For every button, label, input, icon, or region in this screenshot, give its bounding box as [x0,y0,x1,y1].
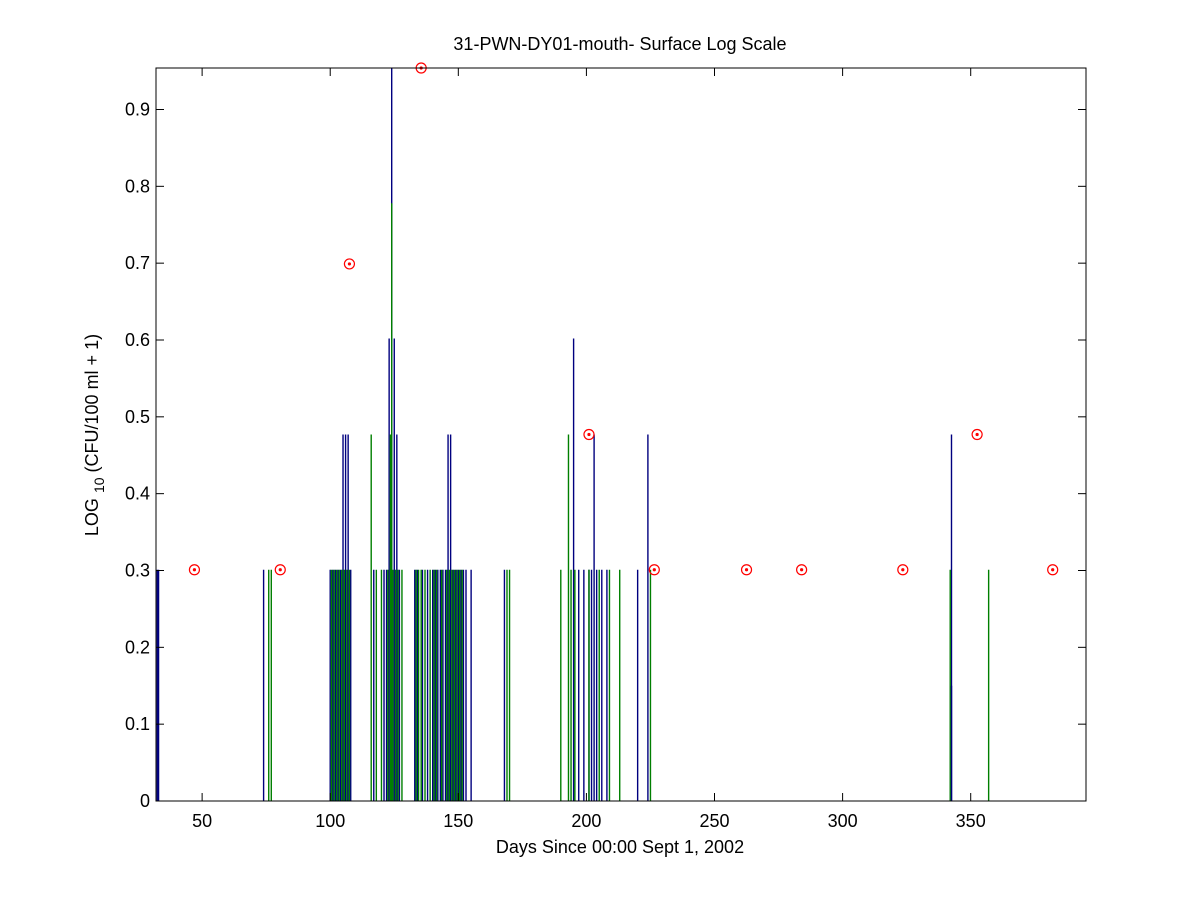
y-axis-title: LOG 10 (CFU/100 ml + 1) [82,334,108,536]
bars-layer [156,68,990,801]
marker-ring-9 [971,428,983,441]
x-tick-label-3: 200 [571,811,601,831]
x-tick-label-4: 250 [699,811,729,831]
y-tick-label-2: 0.2 [125,637,150,657]
y-tick-label-9: 0.9 [125,99,150,119]
marker-ring-10 [1047,564,1059,576]
y-axis-title-subscript: 10 [91,477,107,493]
marker-dot-10 [1051,568,1055,572]
x-tick-label-5: 300 [828,811,858,831]
plot-area-frame [155,67,1087,802]
marker-point-4 [583,428,595,441]
marker-ring-4 [583,428,595,441]
x-tick-label-6: 350 [956,811,986,831]
y-tick-label-7: 0.7 [125,253,150,273]
marker-dot-6 [744,568,749,572]
marker-dot-2 [347,262,352,266]
marker-dot-7 [800,568,804,572]
marker-ring-0 [188,564,201,576]
marker-dot-0 [192,568,197,572]
marker-dot-8 [901,568,905,572]
markers-layer [188,62,1059,576]
marker-dot-9 [975,432,979,437]
y-axis-title-suffix: (CFU/100 ml + 1) [82,334,102,473]
y-tick-label-0: 0 [140,791,150,811]
marker-ring-5 [648,564,660,576]
y-tick-label-1: 0.1 [125,714,150,734]
marker-point-7 [796,564,808,576]
y-tick-label-4: 0.4 [125,484,150,504]
marker-ring-2 [343,258,356,270]
marker-point-2 [343,258,356,270]
marker-dot-4 [587,432,591,437]
marker-point-1 [274,564,286,576]
y-tick-label-6: 0.6 [125,330,150,350]
chart-title: 31-PWN-DY01-mouth- Surface Log Scale [453,34,786,54]
x-tick-label-1: 100 [315,811,345,831]
marker-dot-5 [652,568,656,572]
marker-dot-1 [278,568,282,572]
x-axis-title: Days Since 00:00 Sept 1, 2002 [496,837,744,857]
marker-ring-7 [796,564,808,576]
marker-ring-1 [274,564,286,576]
y-tick-label-3: 0.3 [125,560,150,580]
marker-point-5 [648,564,660,576]
marker-ring-6 [740,564,753,576]
y-tick-label-5: 0.5 [125,407,150,427]
marker-point-9 [971,428,983,441]
y-tick-label-8: 0.8 [125,176,150,196]
ticks-layer: 50 100 150 200 250 300 350 0 0.1 0.2 0.3 0.4 0.5 0.6 0… [125,68,1086,831]
marker-point-8 [897,564,909,576]
marker-point-6 [740,564,753,576]
marker-point-10 [1047,564,1059,576]
x-tick-label-0: 50 [192,811,212,831]
y-axis-title-prefix: LOG [82,498,102,536]
x-tick-label-2: 150 [443,811,473,831]
marker-ring-8 [897,564,909,576]
marker-point-0 [188,564,201,576]
